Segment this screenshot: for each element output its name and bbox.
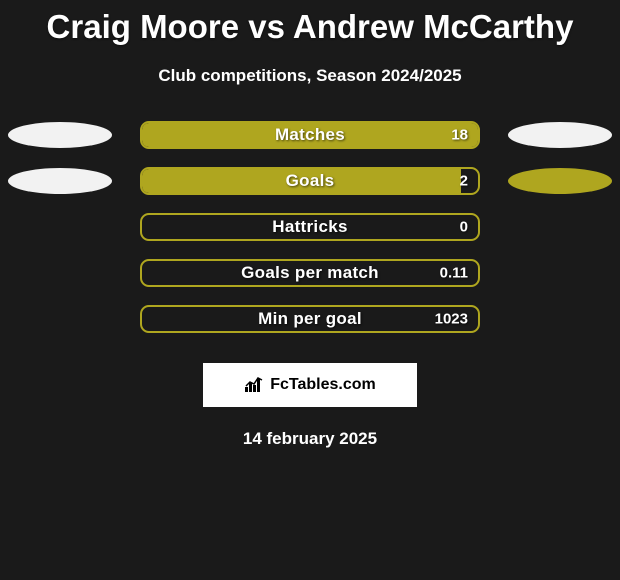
stat-value: 18 <box>451 127 468 144</box>
stat-bar: Goals per match0.11 <box>140 259 480 287</box>
page-subtitle: Club competitions, Season 2024/2025 <box>0 66 620 86</box>
right-ellipse <box>508 168 612 194</box>
left-ellipse <box>8 168 112 194</box>
stat-bar: Min per goal1023 <box>140 305 480 333</box>
stat-label: Goals per match <box>142 263 478 283</box>
stat-value: 1023 <box>435 311 468 328</box>
stat-bar: Hattricks0 <box>140 213 480 241</box>
date-text: 14 february 2025 <box>0 429 620 449</box>
stat-row: Goals2 <box>0 167 620 195</box>
stat-row: Hattricks0 <box>0 213 620 241</box>
stat-label: Matches <box>142 125 478 145</box>
stat-bar: Matches18 <box>140 121 480 149</box>
stat-rows: Matches18 Goals2 Hattricks0 Goals per match… <box>0 121 620 333</box>
stat-value: 0 <box>460 219 468 236</box>
stat-label: Min per goal <box>142 309 478 329</box>
stat-label: Hattricks <box>142 217 478 237</box>
stat-bar: Goals2 <box>140 167 480 195</box>
page-title: Craig Moore vs Andrew McCarthy <box>0 0 620 46</box>
stat-row: Goals per match0.11 <box>0 259 620 287</box>
left-ellipse <box>8 122 112 148</box>
stat-row: Min per goal1023 <box>0 305 620 333</box>
logo-box: FcTables.com <box>203 363 417 407</box>
stat-label: Goals <box>142 171 478 191</box>
stat-value: 2 <box>460 173 468 190</box>
logo-text: FcTables.com <box>270 376 376 394</box>
stat-value: 0.11 <box>440 265 468 282</box>
right-ellipse <box>508 122 612 148</box>
chart-icon <box>244 377 264 393</box>
stat-row: Matches18 <box>0 121 620 149</box>
